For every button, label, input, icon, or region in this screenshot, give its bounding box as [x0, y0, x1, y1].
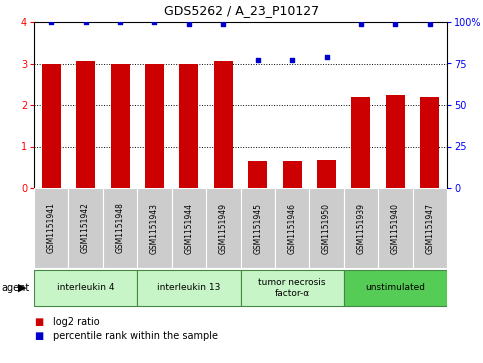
FancyBboxPatch shape [137, 270, 241, 306]
Point [254, 57, 262, 63]
Text: GSM1151940: GSM1151940 [391, 203, 400, 253]
Point [357, 21, 365, 26]
Point [219, 21, 227, 26]
Bar [145, 64, 164, 188]
Bar [214, 61, 233, 188]
FancyBboxPatch shape [412, 188, 447, 268]
Text: GSM1151948: GSM1151948 [115, 203, 125, 253]
Text: GSM1151945: GSM1151945 [253, 203, 262, 253]
Bar [42, 64, 61, 188]
Text: GDS5262 / A_23_P10127: GDS5262 / A_23_P10127 [164, 4, 319, 17]
Point [426, 21, 434, 26]
Text: GSM1151943: GSM1151943 [150, 203, 159, 253]
Text: ■: ■ [34, 331, 43, 341]
FancyBboxPatch shape [137, 188, 171, 268]
FancyBboxPatch shape [378, 188, 412, 268]
Point [323, 54, 330, 60]
Point [82, 19, 89, 25]
Text: GSM1151946: GSM1151946 [287, 203, 297, 253]
Text: GSM1151944: GSM1151944 [185, 203, 193, 253]
FancyBboxPatch shape [241, 188, 275, 268]
FancyBboxPatch shape [34, 188, 69, 268]
Bar [248, 161, 267, 188]
Point [47, 19, 55, 25]
FancyBboxPatch shape [206, 188, 241, 268]
Text: interleukin 13: interleukin 13 [157, 284, 221, 293]
Bar [283, 161, 301, 188]
Bar [111, 64, 129, 188]
Bar [317, 160, 336, 188]
Point [116, 19, 124, 25]
Text: ▶: ▶ [18, 283, 26, 293]
Point [185, 21, 193, 26]
FancyBboxPatch shape [344, 188, 378, 268]
Text: agent: agent [1, 283, 29, 293]
FancyBboxPatch shape [241, 270, 344, 306]
Text: GSM1151941: GSM1151941 [47, 203, 56, 253]
Bar [420, 97, 439, 188]
Text: log2 ratio: log2 ratio [53, 317, 100, 327]
Bar [352, 97, 370, 188]
Point [288, 57, 296, 63]
FancyBboxPatch shape [275, 188, 309, 268]
Text: GSM1151942: GSM1151942 [81, 203, 90, 253]
Text: interleukin 4: interleukin 4 [57, 284, 114, 293]
FancyBboxPatch shape [171, 188, 206, 268]
Text: percentile rank within the sample: percentile rank within the sample [53, 331, 218, 341]
Bar [76, 61, 95, 188]
Point [392, 21, 399, 26]
Bar [179, 64, 199, 188]
FancyBboxPatch shape [34, 270, 137, 306]
FancyBboxPatch shape [309, 188, 344, 268]
Text: tumor necrosis
factor-α: tumor necrosis factor-α [258, 278, 326, 298]
Text: GSM1151950: GSM1151950 [322, 203, 331, 253]
Text: GSM1151949: GSM1151949 [219, 203, 228, 253]
FancyBboxPatch shape [69, 188, 103, 268]
FancyBboxPatch shape [344, 270, 447, 306]
Text: GSM1151939: GSM1151939 [356, 203, 366, 253]
Text: GSM1151947: GSM1151947 [426, 203, 434, 253]
FancyBboxPatch shape [103, 188, 137, 268]
Bar [386, 95, 405, 188]
Text: unstimulated: unstimulated [365, 284, 426, 293]
Text: ■: ■ [34, 317, 43, 327]
Point [151, 19, 158, 25]
